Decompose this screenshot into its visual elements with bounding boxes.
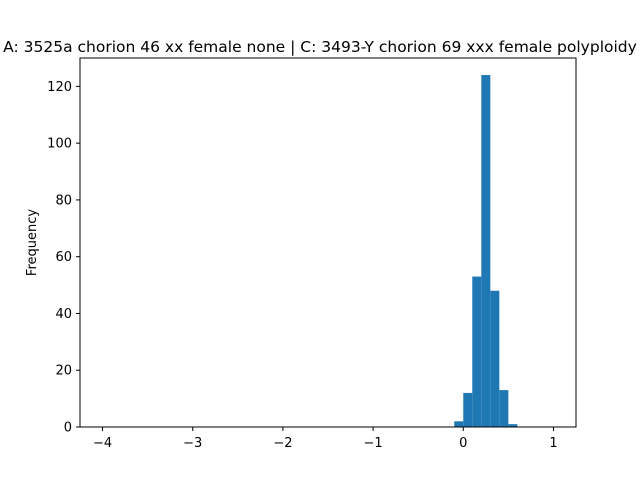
y-tick-label-1: 20: [55, 364, 72, 379]
histogram-bar-6: [508, 424, 518, 427]
histogram-bar-1: [463, 392, 473, 427]
chart-title: A: 3525a chorion 46 xx female none | C: …: [3, 38, 637, 56]
x-tick-label-4: 0: [459, 436, 467, 451]
y-axis-label: Frequency: [25, 209, 40, 276]
y-tick-label-0: 0: [64, 421, 72, 436]
x-tick-label-0: −4: [93, 436, 112, 451]
plot-frame: [79, 57, 577, 428]
histogram-bar-2: [472, 276, 482, 427]
y-tick-label-5: 100: [47, 137, 72, 152]
histogram-bar-4: [490, 290, 500, 427]
histogram-bars: [454, 75, 518, 428]
y-axis: 0 20 40 60 80 100 120: [47, 80, 80, 436]
x-tick-label-5: 1: [549, 436, 557, 451]
x-tick-label-1: −3: [183, 436, 202, 451]
x-tick-label-3: −1: [364, 436, 383, 451]
y-tick-label-2: 40: [55, 307, 72, 322]
x-axis: −4 −3 −2 −1 0 1: [93, 427, 558, 451]
y-tick-label-3: 60: [55, 250, 72, 265]
histogram-bar-5: [499, 390, 509, 427]
x-tick-label-2: −2: [273, 436, 292, 451]
y-tick-label-4: 80: [55, 193, 72, 208]
histogram-bar-0: [454, 421, 464, 427]
y-tick-label-6: 120: [47, 80, 72, 95]
histogram-bar-3: [481, 75, 491, 428]
